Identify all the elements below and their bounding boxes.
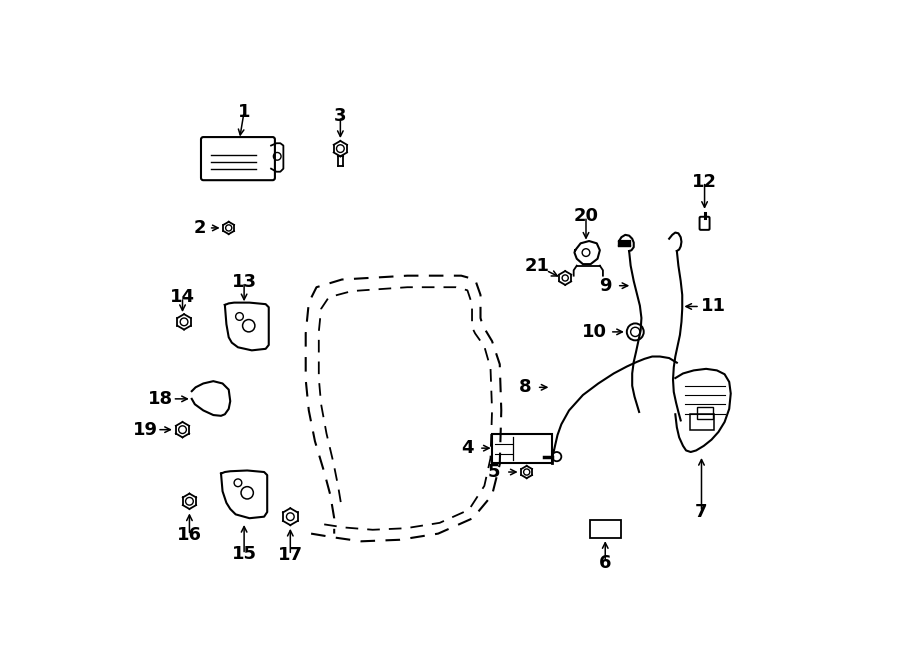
Text: 9: 9 [599, 277, 611, 295]
Text: 17: 17 [278, 546, 302, 564]
Text: 15: 15 [231, 545, 256, 563]
Text: 8: 8 [518, 378, 532, 397]
Text: 10: 10 [582, 323, 607, 341]
Text: 13: 13 [231, 273, 256, 291]
Text: 18: 18 [148, 390, 174, 408]
Text: 6: 6 [599, 554, 611, 572]
Text: 5: 5 [488, 463, 500, 481]
Text: 12: 12 [692, 173, 717, 191]
Text: 20: 20 [573, 208, 598, 225]
Text: 14: 14 [170, 288, 195, 306]
Text: 11: 11 [701, 297, 726, 315]
Text: 7: 7 [695, 503, 707, 521]
Text: 1: 1 [238, 102, 250, 121]
Text: 4: 4 [461, 439, 473, 457]
Text: 2: 2 [194, 219, 206, 237]
Text: 19: 19 [133, 420, 158, 439]
Text: 16: 16 [177, 526, 202, 544]
Text: 21: 21 [524, 257, 549, 276]
Text: 3: 3 [334, 107, 346, 126]
